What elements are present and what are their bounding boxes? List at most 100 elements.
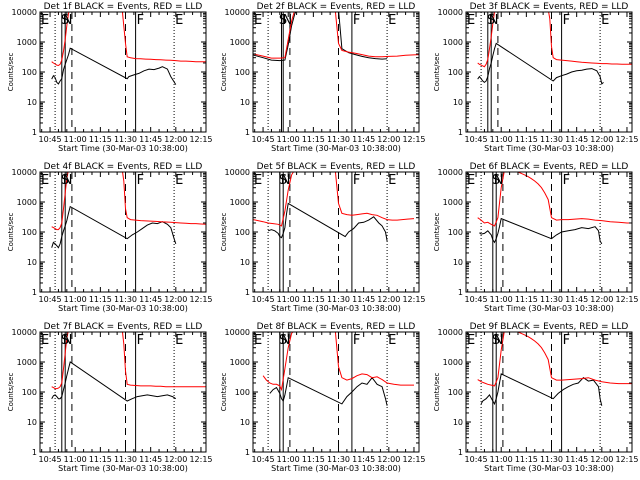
phase-marker: F bbox=[353, 173, 360, 188]
x-tick-label: 12:15 bbox=[615, 135, 638, 144]
x-tick-label: 10:45 bbox=[252, 455, 275, 464]
phase-marker: F bbox=[137, 333, 144, 348]
x-tick-label: 12:15 bbox=[189, 135, 212, 144]
y-tick-label: 10 bbox=[27, 258, 37, 267]
x-tick-label: 11:30 bbox=[114, 295, 137, 304]
y-tick-label: 100 bbox=[448, 228, 463, 237]
x-tick-label: 11:45 bbox=[565, 135, 588, 144]
x-tick-label: 11:00 bbox=[490, 455, 513, 464]
phase-marker: S bbox=[492, 173, 500, 188]
x-axis-label: Start Time (30-Mar-03 10:38:00) bbox=[271, 464, 401, 473]
phase-marker: E bbox=[41, 13, 49, 28]
phase-marker: E bbox=[388, 173, 396, 188]
phase-marker: N bbox=[283, 13, 293, 28]
x-tick-label: 11:30 bbox=[327, 295, 350, 304]
events-series-line bbox=[51, 361, 177, 402]
y-tick-label: 10 bbox=[27, 98, 37, 107]
detector-panel: 1 10 100 1000 10000 10:45 11:00 11:15 11:30 11:45… bbox=[7, 2, 213, 153]
x-tick-label: 11:00 bbox=[277, 135, 300, 144]
x-tick-label: 11:00 bbox=[277, 455, 300, 464]
lld-series-line bbox=[253, 172, 415, 227]
y-tick-label: 1000 bbox=[17, 198, 37, 207]
lld-series-line bbox=[253, 12, 419, 59]
phase-marker: E bbox=[467, 333, 475, 348]
x-tick-label: 12:15 bbox=[402, 135, 425, 144]
y-axis-label: Counts/sec bbox=[220, 53, 228, 92]
x-axis-label: Start Time (30-Mar-03 10:38:00) bbox=[484, 304, 614, 313]
x-tick-label: 12:00 bbox=[590, 295, 613, 304]
x-tick-label: 11:30 bbox=[114, 455, 137, 464]
y-tick-label: 1 bbox=[32, 128, 37, 137]
plot-frame bbox=[465, 331, 633, 453]
x-axis-label: Start Time (30-Mar-03 10:38:00) bbox=[58, 464, 188, 473]
y-tick-label: 10000 bbox=[438, 168, 463, 177]
phase-marker: F bbox=[563, 173, 570, 188]
phase-marker: E bbox=[601, 333, 609, 348]
y-tick-label: 100 bbox=[448, 388, 463, 397]
detector-panel: 1 10 100 1000 10000 10:45 11:00 11:15 11:30 11:45… bbox=[220, 322, 426, 473]
phase-marker: N bbox=[281, 333, 291, 348]
x-tick-label: 11:15 bbox=[302, 455, 325, 464]
events-series-line bbox=[479, 217, 603, 245]
x-tick-label: 12:15 bbox=[189, 295, 212, 304]
y-axis-label: Counts/sec bbox=[220, 373, 228, 412]
y-tick-label: 1 bbox=[458, 288, 463, 297]
x-tick-label: 11:00 bbox=[490, 295, 513, 304]
x-tick-label: 11:15 bbox=[89, 135, 112, 144]
phase-marker: E bbox=[175, 13, 183, 28]
y-tick-label: 1000 bbox=[443, 38, 463, 47]
y-tick-label: 10 bbox=[27, 418, 37, 427]
phase-marker: S bbox=[279, 173, 287, 188]
x-tick-label: 12:00 bbox=[164, 295, 187, 304]
plot-frame bbox=[465, 171, 633, 293]
x-tick-label: 10:45 bbox=[465, 455, 488, 464]
x-tick-label: 12:15 bbox=[402, 295, 425, 304]
phase-marker: E bbox=[601, 13, 609, 28]
x-tick-label: 12:00 bbox=[590, 455, 613, 464]
phase-marker: S bbox=[279, 13, 287, 28]
panel-title: Det 5f BLACK = Events, RED = LLD bbox=[257, 162, 416, 172]
y-tick-label: 10000 bbox=[12, 328, 37, 337]
y-tick-label: 100 bbox=[235, 68, 250, 77]
phase-marker: F bbox=[137, 173, 144, 188]
y-tick-label: 10 bbox=[453, 418, 463, 427]
phase-marker: E bbox=[41, 173, 49, 188]
x-tick-label: 10:45 bbox=[39, 135, 62, 144]
x-tick-label: 12:00 bbox=[377, 455, 400, 464]
x-tick-label: 11:30 bbox=[540, 135, 563, 144]
x-tick-label: 12:00 bbox=[377, 295, 400, 304]
phase-marker: E bbox=[467, 173, 475, 188]
x-tick-label: 11:15 bbox=[302, 135, 325, 144]
x-tick-label: 12:15 bbox=[615, 295, 638, 304]
phase-marker: S bbox=[61, 333, 69, 348]
x-tick-label: 10:45 bbox=[39, 455, 62, 464]
events-series-line bbox=[480, 373, 603, 406]
y-tick-label: 1000 bbox=[230, 198, 250, 207]
y-tick-label: 10000 bbox=[438, 328, 463, 337]
panel-title: Det 6f BLACK = Events, RED = LLD bbox=[470, 162, 629, 172]
x-tick-label: 10:45 bbox=[465, 135, 488, 144]
y-tick-label: 10 bbox=[240, 258, 250, 267]
x-tick-label: 11:30 bbox=[327, 135, 350, 144]
y-tick-label: 100 bbox=[22, 388, 37, 397]
y-tick-label: 1 bbox=[245, 448, 250, 457]
phase-marker: N bbox=[63, 333, 73, 348]
y-axis-label: Counts/sec bbox=[7, 373, 15, 412]
y-axis-label: Counts/sec bbox=[433, 213, 441, 252]
detector-panel: 1 10 100 1000 10000 10:45 11:00 11:15 11:30 11:45… bbox=[7, 162, 213, 313]
phase-marker: E bbox=[601, 173, 609, 188]
panel-title: Det 8f BLACK = Events, RED = LLD bbox=[257, 322, 416, 332]
panel-title: Det 1f BLACK = Events, RED = LLD bbox=[44, 2, 203, 12]
y-tick-label: 10 bbox=[240, 98, 250, 107]
y-tick-label: 10 bbox=[453, 98, 463, 107]
panel-title: Det 7f BLACK = Events, RED = LLD bbox=[44, 322, 203, 332]
y-tick-label: 100 bbox=[22, 228, 37, 237]
lld-series-line bbox=[262, 332, 414, 392]
y-tick-label: 10000 bbox=[225, 168, 250, 177]
panel-title: Det 4f BLACK = Events, RED = LLD bbox=[44, 162, 203, 172]
phase-marker: F bbox=[563, 333, 570, 348]
phase-marker: S bbox=[487, 13, 495, 28]
events-series-line bbox=[51, 47, 177, 85]
y-tick-label: 1 bbox=[458, 448, 463, 457]
y-tick-label: 1000 bbox=[443, 198, 463, 207]
